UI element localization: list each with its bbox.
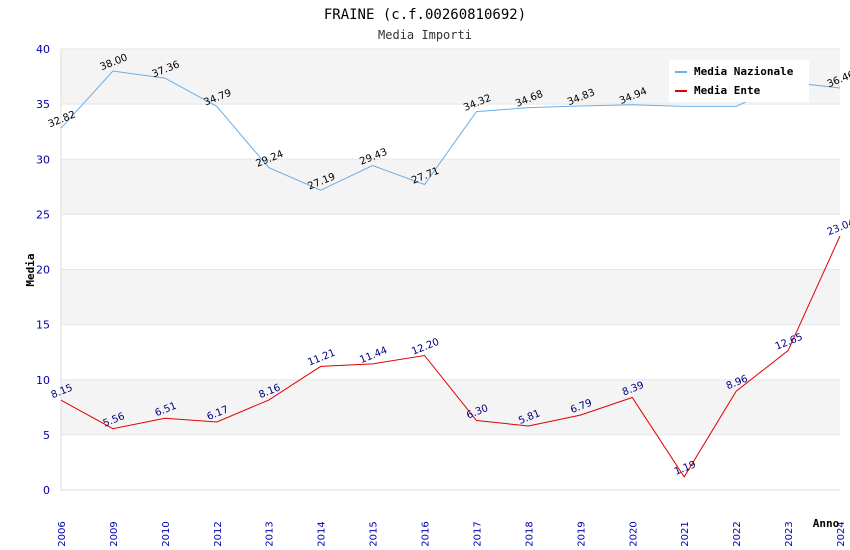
grid-band: [61, 324, 840, 380]
legend-box: [669, 60, 809, 102]
x-tick-label: 2021: [680, 521, 691, 546]
y-tick-label: 40: [36, 43, 50, 56]
x-tick-label: 2015: [369, 521, 380, 546]
grid-band: [61, 434, 840, 490]
y-tick-label: 5: [43, 429, 50, 442]
grid-band: [61, 159, 840, 215]
y-tick-label: 30: [36, 153, 50, 166]
y-tick-label: 10: [36, 374, 50, 387]
y-tick-label: 25: [36, 208, 50, 221]
y-tick-label: 0: [43, 484, 50, 497]
y-tick-label: 35: [36, 98, 50, 111]
grid-band: [61, 214, 840, 270]
x-tick-label: 2010: [161, 521, 172, 546]
x-tick-label: 2013: [265, 521, 276, 546]
legend-label-media-ente: Media Ente: [694, 84, 761, 97]
x-tick-label: 2023: [784, 521, 795, 546]
x-tick-label: 2020: [628, 521, 639, 546]
y-axis: 0 5 10 15 20 25 30 35 40: [36, 43, 50, 497]
grid-bands: [60, 48, 840, 491]
y-tick-label: 20: [36, 264, 50, 277]
x-tick-label: 2022: [732, 521, 743, 546]
chart-title: FRAINE (c.f.00260810692): [324, 7, 526, 23]
grid-band: [61, 269, 840, 325]
x-tick-label: 2024: [836, 521, 847, 546]
chart-subtitle: Media Importi: [378, 28, 472, 42]
x-tick-label: 2009: [109, 521, 120, 546]
series-line-media-nazionale: [60, 70, 841, 191]
x-axis: 2006 2009 2010 2012 2013 2014 2015 2016 2017 2018…: [57, 521, 847, 546]
x-tick-label: 2016: [421, 521, 432, 546]
grid-band: [61, 104, 840, 160]
x-tick-label: 2012: [213, 521, 224, 546]
y-axis-label: Media: [24, 253, 37, 286]
x-tick-label: 2006: [57, 521, 68, 546]
y-tick-label: 15: [36, 319, 50, 332]
legend: Media Nazionale Media Ente: [669, 60, 809, 102]
grid-band: [61, 379, 840, 435]
x-axis-label: Anno: [813, 517, 840, 530]
x-tick-label: 2014: [317, 521, 328, 546]
x-tick-label: 2018: [524, 521, 535, 546]
x-tick-label: 2017: [472, 521, 483, 546]
legend-label-media-nazionale: Media Nazionale: [694, 65, 794, 78]
x-tick-label: 2019: [576, 521, 587, 546]
series-line-media-ente: [60, 235, 841, 478]
